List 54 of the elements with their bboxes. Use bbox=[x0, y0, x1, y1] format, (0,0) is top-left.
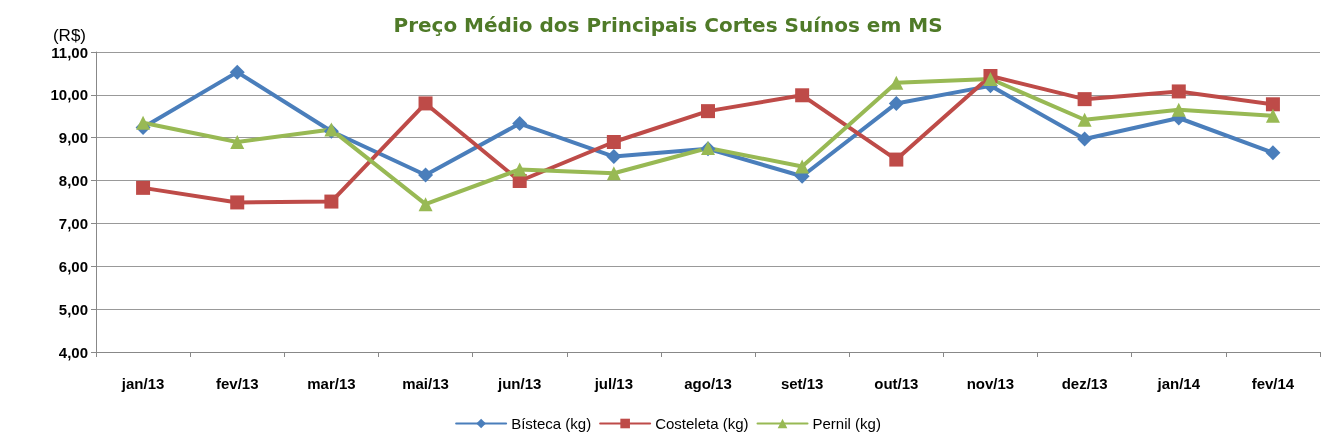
point bbox=[1265, 145, 1281, 161]
point bbox=[136, 115, 151, 130]
x-tick-label: out/13 bbox=[874, 375, 919, 392]
point bbox=[418, 197, 433, 212]
y-axis-title: (R$) bbox=[52, 26, 86, 45]
x-tick-label: nov/13 bbox=[966, 375, 1015, 392]
y-tick-label: 6,00 bbox=[58, 257, 88, 275]
point bbox=[889, 152, 904, 167]
x-tick-label: mai/13 bbox=[402, 375, 449, 392]
point bbox=[230, 195, 245, 210]
point bbox=[136, 180, 151, 195]
x-tick-label: ago/13 bbox=[684, 375, 732, 392]
chart-title: Preço Médio dos Principais Cortes Suínos em MS bbox=[393, 13, 943, 37]
point bbox=[230, 135, 245, 149]
point bbox=[324, 194, 339, 209]
point bbox=[606, 149, 622, 165]
legend-label: Costeleta (kg) bbox=[655, 415, 749, 432]
x-tick-label: fev/14 bbox=[1251, 375, 1295, 392]
point bbox=[795, 159, 810, 174]
point bbox=[888, 95, 904, 111]
point bbox=[418, 96, 433, 111]
x-tick-label: dez/13 bbox=[1061, 375, 1108, 392]
point bbox=[606, 135, 621, 149]
y-tick-label: 11,00 bbox=[51, 43, 88, 61]
point bbox=[889, 75, 904, 90]
x-tick-label: mar/13 bbox=[307, 375, 356, 392]
y-tick-label: 4,00 bbox=[58, 343, 88, 361]
point bbox=[1171, 102, 1186, 117]
legend-label: Bísteca (kg) bbox=[511, 415, 592, 432]
point bbox=[1077, 92, 1092, 107]
x-tick-label: jun/13 bbox=[497, 375, 542, 392]
point bbox=[512, 116, 528, 132]
point bbox=[1171, 84, 1186, 99]
point bbox=[701, 104, 715, 119]
point bbox=[1265, 108, 1280, 123]
point bbox=[795, 88, 810, 103]
point bbox=[606, 166, 621, 181]
y-tick-label: 7,00 bbox=[58, 214, 88, 232]
y-tick-label: 10,00 bbox=[50, 86, 88, 104]
point bbox=[229, 64, 245, 80]
point bbox=[1077, 131, 1093, 147]
x-tick-label: jan/14 bbox=[1156, 375, 1201, 392]
y-tick-label: 5,00 bbox=[58, 300, 88, 318]
x-tick-label: jan/13 bbox=[120, 375, 165, 392]
point bbox=[512, 162, 527, 177]
x-tick-label: fev/13 bbox=[215, 375, 259, 392]
y-tick-label: 8,00 bbox=[58, 172, 88, 190]
x-tick-label: set/13 bbox=[780, 375, 824, 392]
x-tick-label: jul/13 bbox=[593, 375, 634, 392]
point bbox=[1265, 97, 1280, 112]
point bbox=[1077, 112, 1092, 127]
legend-label: Pernil (kg) bbox=[812, 415, 881, 432]
point bbox=[418, 167, 434, 183]
y-tick-label: 9,00 bbox=[58, 129, 88, 147]
